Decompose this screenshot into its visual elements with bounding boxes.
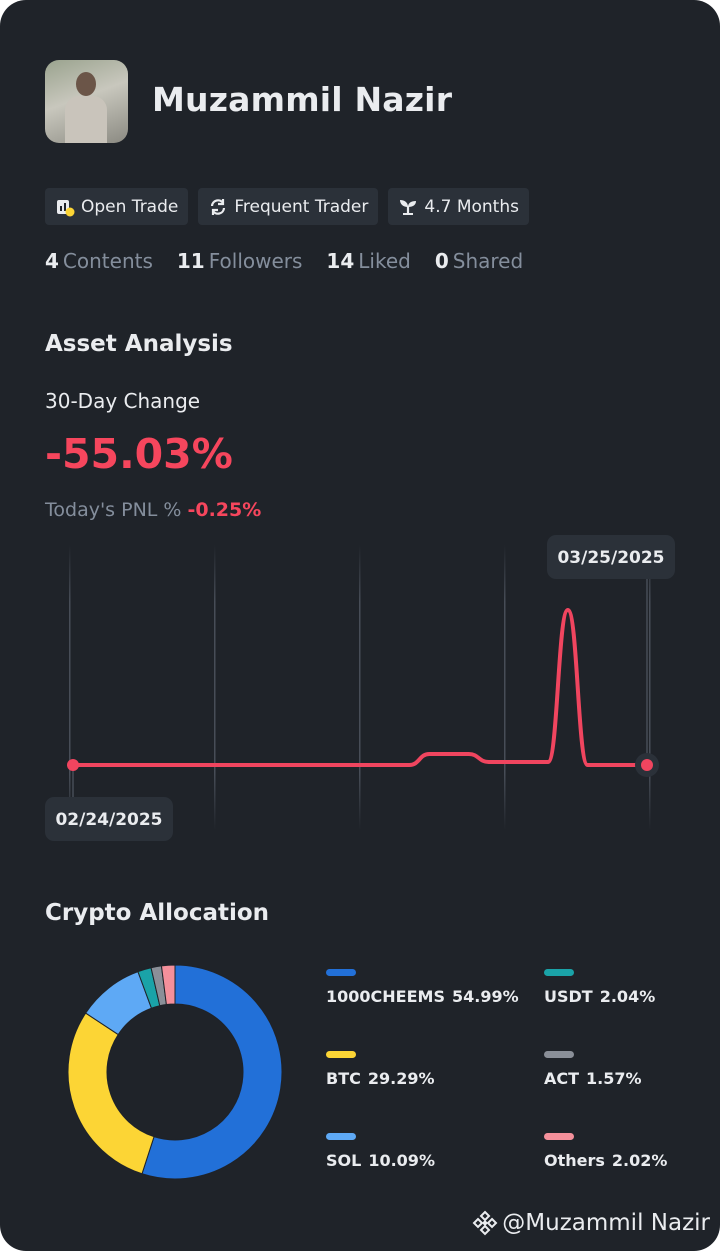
badge: 4.7 Months — [388, 188, 529, 225]
legend-swatch — [544, 1051, 574, 1058]
grid-line — [649, 545, 651, 830]
stats: 4 Contents 11 Followers 14 Liked 0 Shared — [45, 249, 523, 273]
pnl-line — [71, 608, 649, 767]
legend-entry: ACT 1.57% — [544, 1069, 642, 1088]
legend-entry: Others 2.02% — [544, 1151, 667, 1170]
stat: 4 Contents — [45, 249, 153, 273]
grid-line — [504, 545, 506, 830]
stat-count: 14 — [326, 249, 355, 273]
legend-entry: 1000CHEEMS 54.99% — [326, 987, 519, 1006]
badge: Open Trade — [45, 188, 189, 225]
donut-slice — [160, 964, 176, 1006]
stat: 11 Followers — [177, 249, 303, 273]
legend-entry: USDT 2.04% — [544, 987, 655, 1006]
legend-name: Others — [544, 1151, 605, 1170]
stat: 0 Shared — [435, 249, 523, 273]
date-box — [45, 797, 173, 841]
section-title: Crypto Allocation — [45, 900, 270, 926]
legend-name: USDT — [544, 987, 593, 1006]
legend-value: 29.29% — [368, 1069, 435, 1088]
legend-name: BTC — [326, 1069, 361, 1088]
legend-value: 1.57% — [586, 1069, 642, 1088]
legend-name: ACT — [544, 1069, 579, 1088]
stat-label: Contents — [62, 249, 153, 273]
logo — [472, 1210, 498, 1236]
stat-label: Followers — [208, 249, 303, 273]
badge: Frequent Trader — [198, 188, 379, 225]
handle: @Muzammil Nazir — [502, 1210, 710, 1236]
footer: @Muzammil Nazir — [472, 1210, 710, 1236]
stat-count: 4 — [45, 249, 59, 273]
legend-name: SOL — [326, 1151, 361, 1170]
legend-value: 2.02% — [612, 1151, 668, 1170]
user-name: Muzammil Nazir — [152, 80, 453, 119]
change-label: 30-Day Change — [45, 389, 201, 413]
donut-slice — [141, 964, 283, 1180]
legend-value: 54.99% — [452, 987, 519, 1006]
badge-text: Open Trade — [81, 196, 179, 217]
date-label: 02/24/2025 — [55, 810, 162, 830]
badge-text: 4.7 Months — [424, 196, 519, 217]
donut-slice — [67, 1012, 155, 1175]
badges: Open Trade Frequent Trader 4.7 Months — [45, 188, 529, 225]
legend-entry: BTC 29.29% — [326, 1069, 435, 1088]
date-box — [547, 535, 675, 579]
grid-line — [214, 545, 216, 830]
legend-name: 1000CHEEMS — [326, 987, 445, 1006]
legend-value: 10.09% — [368, 1151, 435, 1170]
legend-swatch — [326, 969, 356, 976]
stat-label: Shared — [452, 249, 524, 273]
stat-count: 11 — [176, 249, 205, 273]
point — [67, 759, 79, 771]
grid-line — [359, 545, 361, 830]
section-title: Asset Analysis — [45, 331, 233, 357]
date-label: 03/25/2025 — [557, 548, 664, 568]
pnl-value: -0.25% — [187, 499, 262, 521]
avatar — [45, 60, 128, 143]
stat-count: 0 — [434, 249, 449, 273]
legend-entry: SOL 10.09% — [326, 1151, 435, 1170]
legend-swatch — [326, 1133, 356, 1140]
change-value: -55.03% — [45, 430, 233, 478]
legend-swatch — [326, 1051, 356, 1058]
grid — [69, 545, 651, 830]
point — [641, 759, 653, 771]
stat-label: Liked — [358, 249, 411, 273]
grid-line — [69, 545, 71, 830]
legend-value: 2.04% — [600, 987, 656, 1006]
badge-text: Frequent Trader — [234, 196, 369, 217]
legend-swatch — [544, 969, 574, 976]
legend-swatch — [544, 1133, 574, 1140]
pnl-label: Today's PNL % — [45, 499, 182, 521]
pnl-row: Today's PNL % -0.25% — [45, 499, 261, 521]
stat: 14 Liked — [326, 249, 410, 273]
